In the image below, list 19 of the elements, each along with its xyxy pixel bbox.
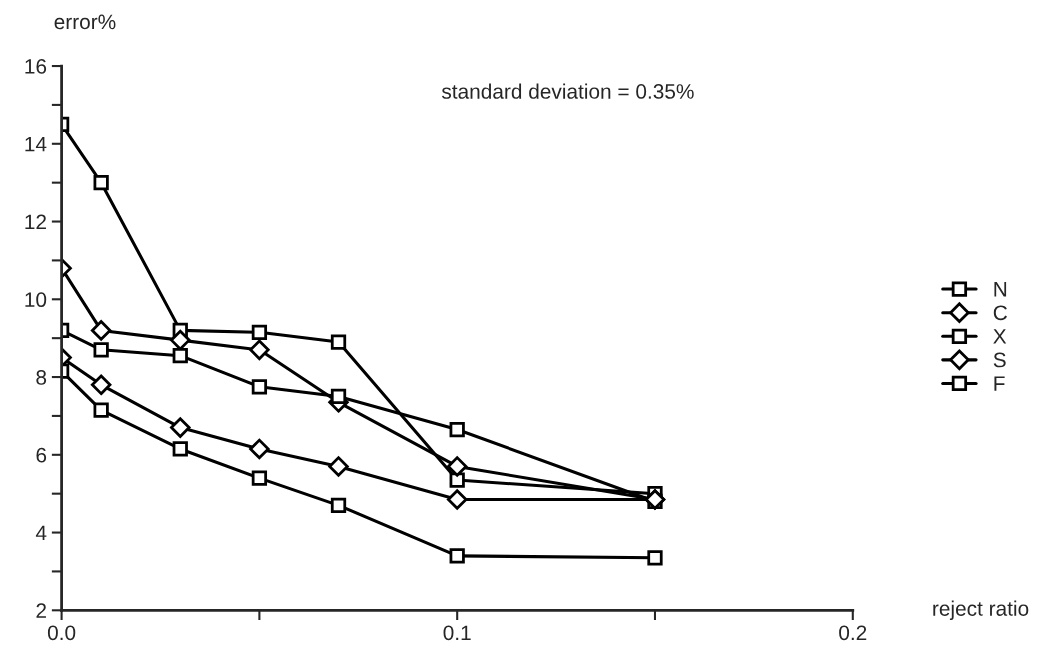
y-tick-label: 4	[35, 525, 47, 541]
x-tick-label: 0.2	[839, 625, 867, 641]
legend-label: S	[993, 352, 1006, 368]
y-tick-label: 14	[25, 137, 47, 152]
x-axis-title: reject ratio	[933, 600, 1029, 621]
legend-label: C	[993, 305, 1007, 321]
legend-label: N	[994, 282, 1007, 297]
annotation: standard deviation = 0.35%	[441, 83, 694, 99]
y-tick-label: 10	[25, 292, 47, 308]
legend-label: X	[993, 329, 1007, 344]
y-tick-label: 8	[36, 370, 47, 385]
x-tick-label: 0.1	[443, 625, 471, 641]
x-tick-label: 0.0	[47, 625, 76, 641]
y-axis-title: error%	[54, 14, 116, 30]
y-tick-label: 12	[25, 214, 46, 230]
legend-label: F	[994, 376, 1005, 391]
y-tick-label: 6	[36, 447, 47, 463]
y-tick-label: 16	[25, 59, 47, 74]
y-tick-label: 2	[36, 603, 46, 618]
